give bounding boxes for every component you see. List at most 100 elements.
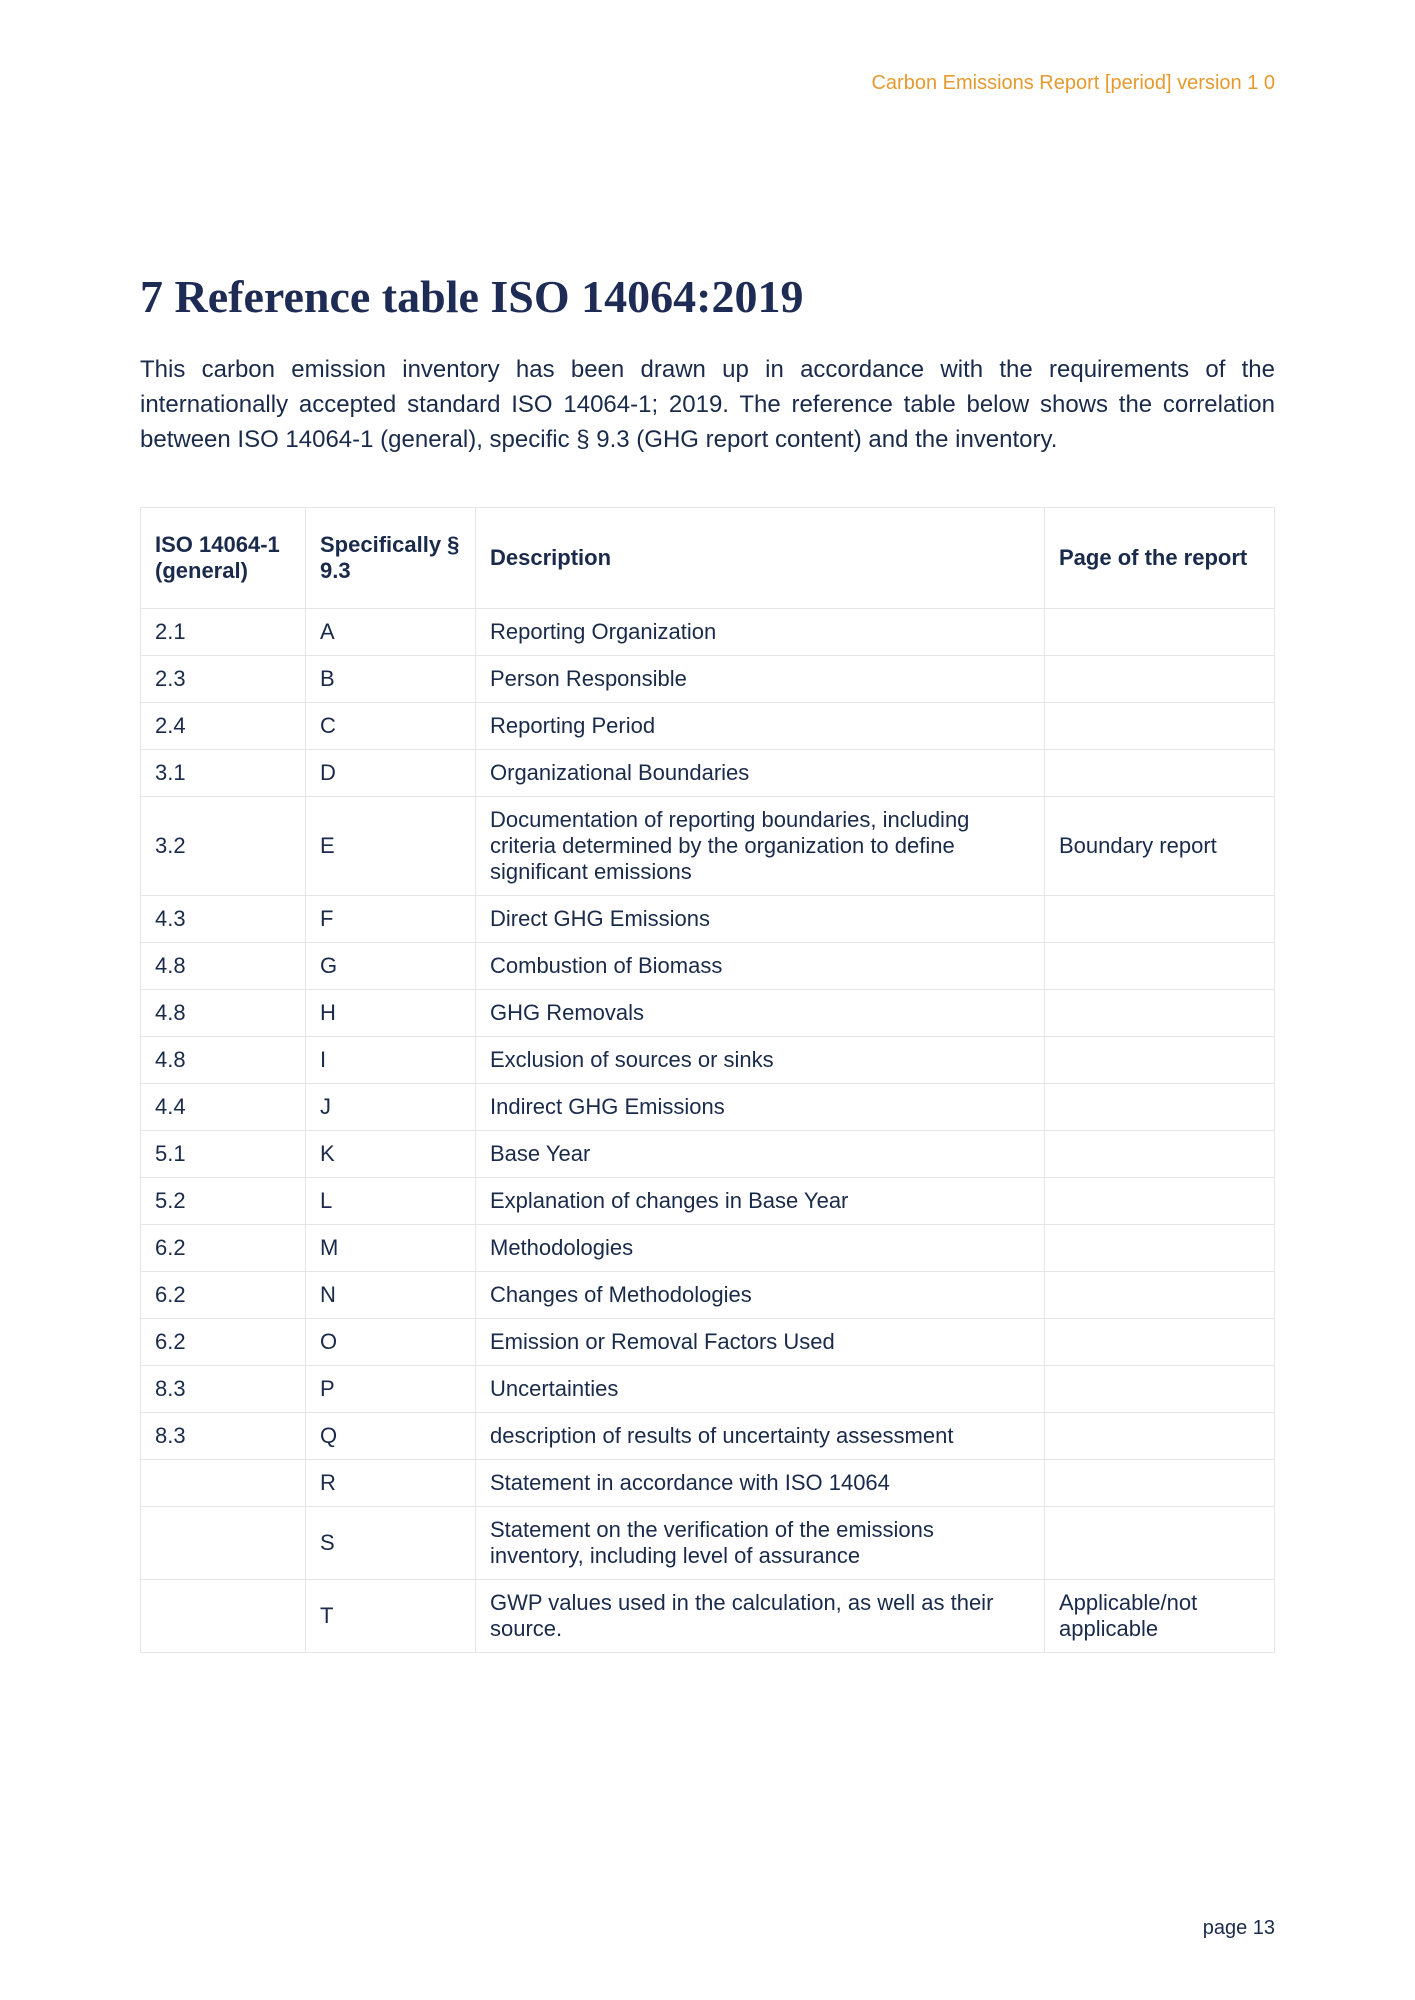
table-cell: C <box>306 703 476 750</box>
table-cell: GHG Removals <box>476 990 1045 1037</box>
table-cell: 6.2 <box>141 1319 306 1366</box>
table-row: 8.3Qdescription of results of uncertaint… <box>141 1413 1275 1460</box>
table-cell <box>1045 1225 1275 1272</box>
table-cell <box>1045 1084 1275 1131</box>
table-cell: 3.1 <box>141 750 306 797</box>
table-cell: Exclusion of sources or sinks <box>476 1037 1045 1084</box>
table-row: 4.8HGHG Removals <box>141 990 1275 1037</box>
table-cell: A <box>306 609 476 656</box>
table-cell <box>1045 703 1275 750</box>
table-cell <box>1045 943 1275 990</box>
table-cell: Statement in accordance with ISO 14064 <box>476 1460 1045 1507</box>
table-cell: Statement on the verification of the emi… <box>476 1507 1045 1580</box>
table-cell: 6.2 <box>141 1225 306 1272</box>
table-cell <box>1045 990 1275 1037</box>
table-cell: S <box>306 1507 476 1580</box>
table-row: 2.1AReporting Organization <box>141 609 1275 656</box>
table-row: 2.3BPerson Responsible <box>141 656 1275 703</box>
table-cell: Uncertainties <box>476 1366 1045 1413</box>
table-cell: H <box>306 990 476 1037</box>
table-row: SStatement on the verification of the em… <box>141 1507 1275 1580</box>
table-cell: 8.3 <box>141 1413 306 1460</box>
table-cell: I <box>306 1037 476 1084</box>
table-cell: B <box>306 656 476 703</box>
table-cell: Applicable/not applicable <box>1045 1580 1275 1653</box>
table-cell <box>1045 609 1275 656</box>
table-row: 4.4JIndirect GHG Emissions <box>141 1084 1275 1131</box>
table-row: 5.2LExplanation of changes in Base Year <box>141 1178 1275 1225</box>
table-cell: 4.4 <box>141 1084 306 1131</box>
table-cell: N <box>306 1272 476 1319</box>
table-cell: F <box>306 896 476 943</box>
table-cell <box>141 1460 306 1507</box>
table-cell: 2.3 <box>141 656 306 703</box>
table-cell: description of results of uncertainty as… <box>476 1413 1045 1460</box>
table-cell: Organizational Boundaries <box>476 750 1045 797</box>
table-row: 4.3FDirect GHG Emissions <box>141 896 1275 943</box>
table-cell <box>1045 1178 1275 1225</box>
table-cell: 6.2 <box>141 1272 306 1319</box>
table-row: 5.1KBase Year <box>141 1131 1275 1178</box>
table-row: 6.2MMethodologies <box>141 1225 1275 1272</box>
col-header-spec: Specifically § 9.3 <box>306 508 476 609</box>
table-cell: K <box>306 1131 476 1178</box>
table-header: ISO 14064-1 (general) Specifically § 9.3… <box>141 508 1275 609</box>
table-cell <box>1045 1131 1275 1178</box>
table-row: RStatement in accordance with ISO 14064 <box>141 1460 1275 1507</box>
table-cell: Explanation of changes in Base Year <box>476 1178 1045 1225</box>
table-cell: O <box>306 1319 476 1366</box>
table-row: 4.8GCombustion of Biomass <box>141 943 1275 990</box>
table-cell <box>1045 1460 1275 1507</box>
table-row: 3.2EDocumentation of reporting boundarie… <box>141 797 1275 896</box>
table-cell: Boundary report <box>1045 797 1275 896</box>
table-cell: Combustion of Biomass <box>476 943 1045 990</box>
table-cell <box>1045 1366 1275 1413</box>
table-cell: 4.8 <box>141 1037 306 1084</box>
table-cell: L <box>306 1178 476 1225</box>
table-cell: T <box>306 1580 476 1653</box>
col-header-iso: ISO 14064-1 (general) <box>141 508 306 609</box>
table-cell: R <box>306 1460 476 1507</box>
document-header: Carbon Emissions Report [period] version… <box>871 72 1275 95</box>
table-cell <box>1045 1507 1275 1580</box>
table-cell: 8.3 <box>141 1366 306 1413</box>
table-cell: Reporting Organization <box>476 609 1045 656</box>
table-cell: 4.3 <box>141 896 306 943</box>
table-cell <box>141 1580 306 1653</box>
table-cell: 4.8 <box>141 943 306 990</box>
table-cell <box>1045 1272 1275 1319</box>
table-cell: Changes of Methodologies <box>476 1272 1045 1319</box>
table-row: 6.2OEmission or Removal Factors Used <box>141 1319 1275 1366</box>
table-cell: 2.1 <box>141 609 306 656</box>
table-cell <box>1045 1037 1275 1084</box>
table-cell: Reporting Period <box>476 703 1045 750</box>
table-cell: Indirect GHG Emissions <box>476 1084 1045 1131</box>
page-container: Carbon Emissions Report [period] version… <box>0 0 1415 2000</box>
col-header-desc: Description <box>476 508 1045 609</box>
table-cell: GWP values used in the calculation, as w… <box>476 1580 1045 1653</box>
table-cell: 4.8 <box>141 990 306 1037</box>
table-row: 6.2NChanges of Methodologies <box>141 1272 1275 1319</box>
col-header-page: Page of the report <box>1045 508 1275 609</box>
table-cell: 5.2 <box>141 1178 306 1225</box>
section-title: 7 Reference table ISO 14064:2019 <box>140 270 1275 323</box>
table-cell: Documentation of reporting boundaries, i… <box>476 797 1045 896</box>
table-cell <box>1045 656 1275 703</box>
table-cell: P <box>306 1366 476 1413</box>
table-cell <box>1045 1319 1275 1366</box>
section-intro: This carbon emission inventory has been … <box>140 353 1275 457</box>
table-cell: 3.2 <box>141 797 306 896</box>
table-body: 2.1AReporting Organization2.3BPerson Res… <box>141 609 1275 1653</box>
table-row: 8.3PUncertainties <box>141 1366 1275 1413</box>
table-cell: 2.4 <box>141 703 306 750</box>
table-cell: Base Year <box>476 1131 1045 1178</box>
table-cell <box>1045 750 1275 797</box>
table-cell: G <box>306 943 476 990</box>
table-cell: E <box>306 797 476 896</box>
table-row: 2.4CReporting Period <box>141 703 1275 750</box>
table-cell <box>1045 1413 1275 1460</box>
table-cell: 5.1 <box>141 1131 306 1178</box>
reference-table: ISO 14064-1 (general) Specifically § 9.3… <box>140 507 1275 1653</box>
page-number: page 13 <box>1203 1917 1275 1940</box>
table-cell: Person Responsible <box>476 656 1045 703</box>
